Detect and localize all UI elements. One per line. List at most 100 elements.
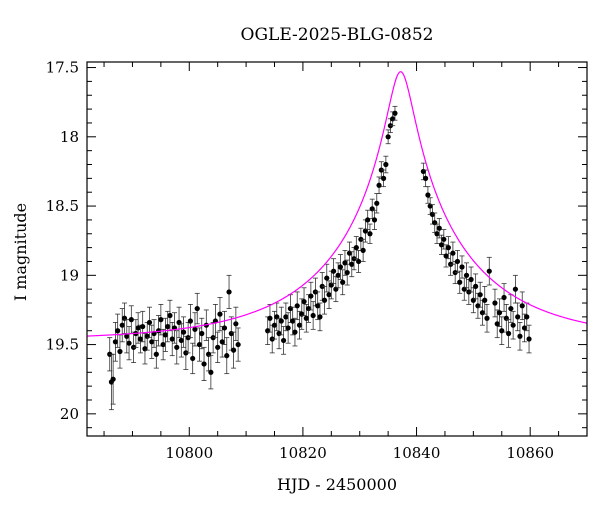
data-point bbox=[385, 134, 391, 140]
data-point bbox=[226, 289, 232, 295]
data-point bbox=[301, 299, 307, 305]
data-point bbox=[149, 339, 155, 345]
data-point bbox=[342, 260, 348, 266]
data-point bbox=[512, 286, 519, 292]
data-point bbox=[208, 369, 214, 375]
data-point bbox=[194, 305, 200, 312]
data-point bbox=[180, 329, 187, 335]
data-point bbox=[165, 323, 171, 330]
data-point bbox=[515, 314, 521, 320]
y-tick-label: 19 bbox=[60, 266, 79, 284]
data-point bbox=[340, 279, 346, 285]
data-point bbox=[124, 333, 130, 339]
x-tick-label: 10840 bbox=[393, 444, 441, 462]
data-point bbox=[436, 225, 442, 231]
data-point bbox=[392, 110, 398, 116]
model-curve bbox=[86, 71, 588, 337]
y-tick-label: 18.5 bbox=[46, 197, 79, 215]
data-point bbox=[162, 332, 169, 338]
data-point bbox=[492, 300, 498, 306]
data-point bbox=[176, 319, 182, 326]
data-point bbox=[376, 182, 382, 188]
data-point bbox=[217, 311, 223, 317]
data-point bbox=[344, 269, 350, 276]
data-point bbox=[167, 312, 173, 319]
data-point bbox=[374, 200, 380, 206]
x-tick-label: 10860 bbox=[506, 444, 554, 462]
data-point bbox=[215, 344, 221, 350]
data-point bbox=[228, 330, 234, 337]
x-tick-label: 10800 bbox=[165, 444, 213, 462]
data-point bbox=[135, 325, 141, 331]
data-point bbox=[445, 245, 451, 251]
data-point bbox=[434, 231, 440, 237]
data-point bbox=[126, 340, 132, 346]
data-point bbox=[508, 305, 514, 312]
data-point bbox=[110, 376, 116, 382]
data-point bbox=[355, 258, 362, 265]
y-tick-label: 18 bbox=[60, 128, 79, 146]
data-point bbox=[274, 314, 280, 320]
data-point bbox=[362, 228, 369, 234]
data-point bbox=[169, 336, 175, 342]
data-point bbox=[496, 310, 503, 316]
y-tick-label: 20 bbox=[60, 405, 79, 423]
plot-area: 10800 10820 10840 10860 17.5 18 18.5 19 19.5 20 bbox=[46, 59, 588, 462]
data-point bbox=[510, 322, 516, 328]
data-point bbox=[299, 311, 305, 317]
data-point bbox=[371, 217, 378, 223]
data-point bbox=[296, 322, 303, 328]
data-point bbox=[438, 242, 445, 248]
data-point bbox=[380, 175, 387, 181]
data-point bbox=[461, 286, 467, 292]
data-point bbox=[486, 268, 492, 274]
data-point bbox=[290, 318, 296, 324]
data-point bbox=[119, 322, 125, 328]
data-point bbox=[144, 333, 150, 339]
data-point bbox=[427, 203, 433, 209]
y-tick-label: 19.5 bbox=[46, 336, 79, 354]
data-point bbox=[383, 161, 389, 168]
data-point bbox=[308, 293, 314, 299]
data-point bbox=[153, 351, 159, 357]
data-point bbox=[477, 292, 483, 298]
data-point bbox=[137, 336, 144, 342]
data-point bbox=[519, 303, 525, 309]
data-point bbox=[285, 325, 291, 331]
data-point bbox=[499, 328, 505, 334]
data-point bbox=[121, 315, 128, 321]
data-point bbox=[283, 314, 289, 320]
data-point bbox=[142, 346, 148, 352]
data-point bbox=[117, 348, 123, 355]
data-point bbox=[450, 250, 456, 256]
data-point bbox=[503, 315, 509, 321]
data-point bbox=[367, 231, 373, 237]
y-tick-label: 17.5 bbox=[46, 59, 79, 77]
data-point bbox=[115, 328, 121, 334]
data-point bbox=[494, 321, 500, 327]
data-point bbox=[423, 175, 429, 181]
data-point bbox=[310, 312, 316, 319]
data-point bbox=[280, 337, 287, 344]
data-point bbox=[276, 330, 282, 337]
data-point bbox=[335, 272, 341, 278]
data-point bbox=[441, 236, 447, 242]
data-point bbox=[420, 168, 426, 175]
data-point bbox=[501, 294, 507, 301]
data-point bbox=[224, 353, 230, 359]
data-point bbox=[315, 303, 321, 309]
data-point bbox=[390, 116, 396, 122]
data-point bbox=[505, 330, 512, 337]
data-point bbox=[432, 220, 438, 226]
data-point bbox=[158, 317, 164, 323]
data-point bbox=[457, 279, 463, 285]
data-point bbox=[190, 355, 196, 362]
plot-frame bbox=[86, 61, 588, 437]
data-point bbox=[305, 305, 312, 312]
data-point bbox=[146, 319, 153, 326]
data-point bbox=[473, 283, 479, 289]
data-point bbox=[287, 305, 294, 312]
data-point bbox=[369, 206, 375, 212]
data-point bbox=[178, 337, 184, 344]
